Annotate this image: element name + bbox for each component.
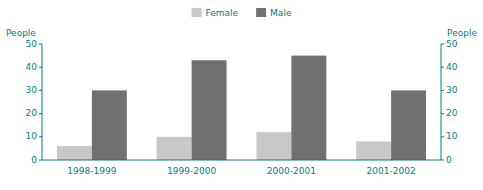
bar [92, 90, 127, 160]
y-tick [39, 136, 42, 137]
y2-axis-label: People [447, 28, 477, 38]
x-tick-label: 2001-2002 [367, 166, 416, 176]
y2-tick [441, 136, 444, 137]
y-tick-label: 30 [26, 85, 38, 95]
y2-tick-label: 10 [446, 131, 458, 141]
chart: 0 10 20 30 40 50 0 10 20 30 40 50 1998-1999 1999-2000… [0, 0, 483, 190]
bars [57, 56, 426, 160]
y2-tick-label: 50 [446, 39, 458, 49]
bar [356, 141, 391, 160]
y2-tick [441, 90, 444, 91]
bar [391, 90, 426, 160]
y2-tick [441, 160, 444, 161]
y2-tick-label: 40 [446, 62, 458, 72]
x-tick-label: 2000-2001 [267, 166, 316, 176]
chart-container: 0 10 20 30 40 50 0 10 20 30 40 50 1998-1999 1999-2000… [0, 0, 483, 190]
y-tick [39, 44, 42, 45]
y-tick [39, 113, 42, 114]
y2-tick-label: 0 [446, 155, 452, 165]
y2-tick [441, 44, 444, 45]
bar [192, 60, 227, 160]
legend-label: Male [270, 8, 292, 18]
legend: Female Male [192, 8, 292, 18]
y-tick [39, 160, 42, 161]
legend-swatch [192, 8, 202, 17]
y2-axis-line [441, 44, 442, 160]
y-tick [39, 67, 42, 68]
bar [57, 146, 92, 160]
legend-label: Female [206, 8, 239, 18]
y2-tick [441, 67, 444, 68]
bar [256, 132, 291, 160]
x-tick-label: 1999-2000 [167, 166, 216, 176]
legend-swatch [256, 8, 266, 17]
y-axis-label: People [6, 28, 36, 38]
bar [157, 137, 192, 160]
y-tick-label: 10 [26, 131, 38, 141]
legend-item: Male [256, 8, 292, 18]
y-tick-label: 20 [26, 108, 38, 118]
y2-tick [441, 113, 444, 114]
y-tick-label: 40 [26, 62, 38, 72]
y2-tick-label: 30 [446, 85, 458, 95]
x-axis-line [42, 160, 441, 161]
y-tick [39, 90, 42, 91]
legend-item: Female [192, 8, 239, 18]
y-tick-label: 50 [26, 39, 38, 49]
bar [291, 56, 326, 160]
y-axis-line [42, 44, 43, 160]
x-tick-label: 1998-1999 [67, 166, 116, 176]
y-tick-label: 0 [31, 155, 37, 165]
y2-tick-label: 20 [446, 108, 458, 118]
